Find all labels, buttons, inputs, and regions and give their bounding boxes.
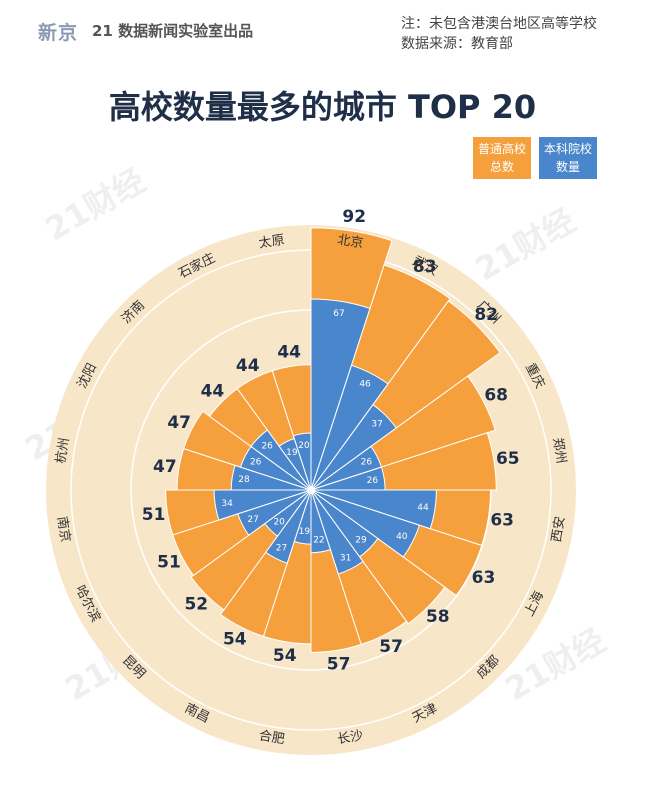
legend-item-total: 普通高校总数	[473, 137, 531, 179]
city-label: 杭州	[54, 437, 73, 465]
undergrad-value-label: 26	[261, 442, 273, 452]
undergrad-value-label: 26	[361, 457, 373, 467]
total-value-label: 68	[484, 386, 508, 406]
header: 新京 21 数据新闻实验室出品 注：未包含港澳台地区高等学校 数据来源：教育部	[0, 0, 645, 60]
total-value-label: 83	[413, 257, 437, 277]
producer-label: 21 数据新闻实验室出品	[92, 22, 254, 40]
undergrad-value-label: 29	[355, 535, 367, 545]
total-value-label: 54	[223, 630, 247, 650]
total-value-label: 82	[474, 305, 498, 325]
undergrad-value-label: 44	[417, 503, 429, 513]
undergrad-value-label: 26	[250, 457, 262, 467]
undergrad-value-label: 31	[340, 554, 351, 564]
total-value-label: 63	[490, 510, 514, 530]
total-value-label: 92	[342, 207, 366, 227]
note-source: 数据来源：教育部	[401, 36, 513, 52]
total-value-label: 47	[153, 457, 177, 477]
total-value-label: 47	[167, 413, 191, 433]
chart-center	[308, 487, 314, 493]
undergrad-value-label: 27	[247, 515, 258, 525]
note-exclusion: 注：未包含港澳台地区高等学校	[401, 16, 597, 32]
undergrad-value-label: 67	[333, 309, 344, 319]
undergrad-value-label: 26	[367, 476, 379, 486]
city-label: 北京	[336, 233, 364, 252]
legend: 普通高校总数 本科院校数量	[473, 137, 597, 179]
undergrad-value-label: 46	[359, 379, 371, 389]
total-value-label: 63	[472, 568, 496, 588]
undergrad-value-label: 40	[396, 532, 408, 542]
total-value-label: 57	[379, 637, 403, 657]
undergrad-bar	[292, 432, 312, 491]
total-value-label: 44	[277, 342, 301, 362]
city-label: 西安	[549, 515, 568, 543]
total-value-label: 51	[142, 505, 166, 525]
legend-item-undergrad: 本科院校数量	[539, 137, 597, 179]
city-label: 南京	[54, 515, 74, 543]
undergrad-value-label: 27	[276, 543, 287, 553]
city-label: 合肥	[258, 728, 286, 747]
total-value-label: 44	[201, 381, 225, 401]
undergrad-value-label: 19	[299, 527, 311, 537]
total-value-label: 54	[273, 646, 297, 666]
logo: 新京	[38, 22, 79, 44]
undergrad-value-label: 28	[238, 475, 250, 485]
undergrad-value-label: 22	[313, 536, 324, 546]
note: 注：未包含港澳台地区高等学校 数据来源：教育部	[401, 14, 597, 54]
total-value-label: 44	[236, 356, 260, 376]
total-value-label: 58	[426, 607, 450, 627]
undergrad-value-label: 19	[286, 448, 298, 458]
undergrad-value-label: 34	[221, 499, 233, 509]
undergrad-value-label: 37	[371, 419, 382, 429]
total-value-label: 65	[496, 449, 520, 469]
undergrad-value-label: 20	[298, 441, 310, 451]
total-value-label: 57	[327, 654, 351, 674]
city-label: 太原	[258, 233, 286, 252]
total-value-label: 52	[184, 595, 208, 615]
city-label: 长沙	[336, 728, 364, 747]
total-value-label: 51	[157, 552, 181, 572]
city-label: 郑州	[549, 437, 568, 465]
chart-title: 高校数量最多的城市 TOP 20	[108, 88, 537, 126]
undergrad-value-label: 20	[273, 517, 285, 527]
